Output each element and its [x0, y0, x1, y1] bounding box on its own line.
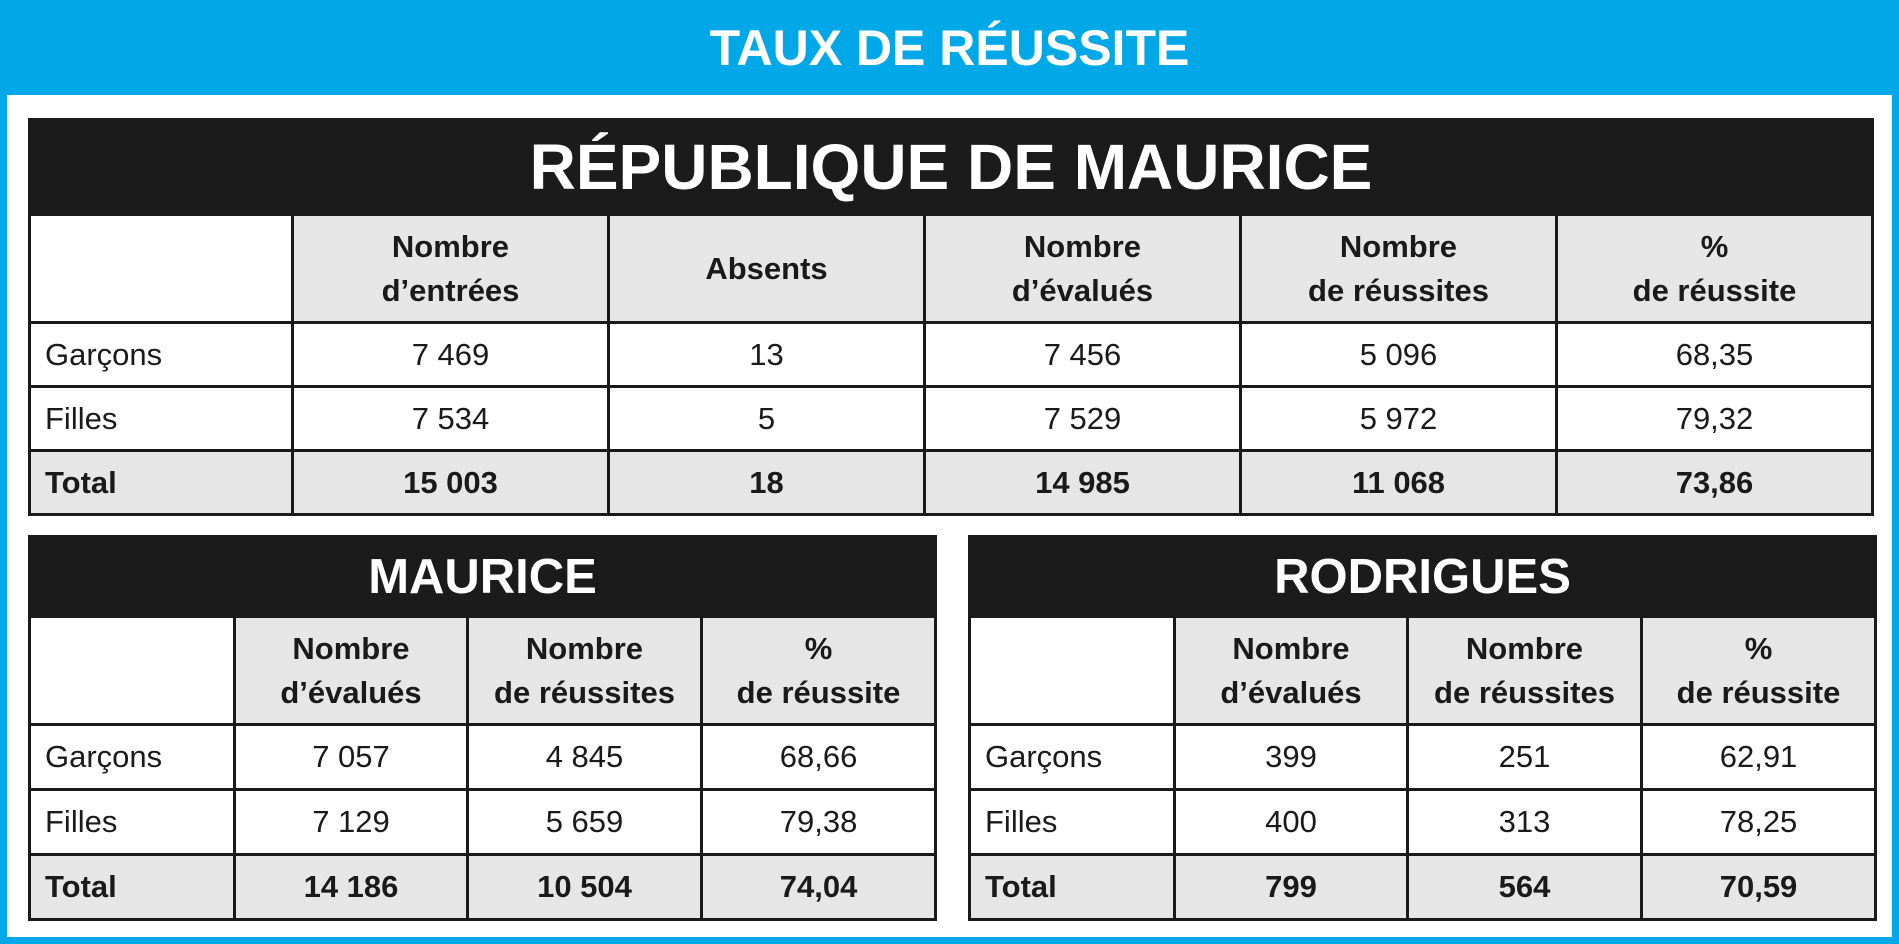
banner-title: TAUX DE RÉUSSITE: [0, 0, 1899, 95]
column-header: Nombre d’entrées: [291, 213, 610, 324]
table-title: RODRIGUES: [967, 535, 1878, 618]
cell: 7 456: [923, 321, 1242, 388]
table-title: RÉPUBLIQUE DE MAURICE: [28, 118, 1874, 216]
cell: 5 972: [1239, 385, 1558, 452]
table-row: Filles 400 313 78,25: [968, 788, 1878, 856]
republique-table: RÉPUBLIQUE DE MAURICE Nombre d’entrées A…: [28, 118, 1874, 516]
header-text: Nombre d’évalués: [1220, 630, 1362, 710]
table-row: Filles 7 129 5 659 79,38: [28, 788, 938, 856]
header-text: % de réussite: [736, 630, 901, 710]
rodrigues-table: RODRIGUES Nombre d’évalués Nombre de réu…: [967, 535, 1878, 921]
cell: 15 003: [291, 449, 610, 516]
cell: 14 985: [923, 449, 1242, 516]
table-row: Garçons 399 251 62,91: [968, 723, 1878, 791]
row-label: Filles: [28, 385, 294, 452]
row-label: Total: [28, 449, 294, 516]
column-header: Nombre de réussites: [1406, 615, 1643, 726]
cell: 78,25: [1639, 788, 1878, 856]
row-label: Filles: [28, 788, 236, 856]
cell: 7 129: [233, 788, 469, 856]
header-text: Nombre de réussites: [494, 630, 675, 710]
cell: 399: [1173, 723, 1409, 791]
corner-cell: [968, 615, 1176, 726]
table-title: MAURICE: [27, 535, 938, 618]
cell: 799: [1173, 853, 1409, 921]
header-text: Nombre de réussites: [1434, 630, 1615, 710]
row-label: Total: [28, 853, 236, 921]
cell: 68,66: [699, 723, 938, 791]
column-header: Nombre d’évalués: [233, 615, 469, 726]
cell: 7 534: [291, 385, 610, 452]
table-row: Garçons 7 057 4 845 68,66: [28, 723, 938, 791]
table-row: Garçons 7 469 13 7 456 5 096 68,35: [28, 321, 1874, 388]
cell: 73,86: [1555, 449, 1874, 516]
header-text: % de réussite: [1632, 228, 1797, 308]
cell: 13: [607, 321, 926, 388]
cell: 70,59: [1639, 853, 1878, 921]
cell: 564: [1406, 853, 1643, 921]
cell: 313: [1406, 788, 1643, 856]
cell: 5: [607, 385, 926, 452]
header-text: Nombre de réussites: [1308, 228, 1489, 308]
column-header: % de réussite: [699, 615, 938, 726]
cell: 68,35: [1555, 321, 1874, 388]
header-text: % de réussite: [1676, 630, 1841, 710]
table-row: Filles 7 534 5 7 529 5 972 79,32: [28, 385, 1874, 452]
cell: 74,04: [699, 853, 938, 921]
column-header: % de réussite: [1555, 213, 1874, 324]
corner-cell: [28, 615, 236, 726]
column-header: Nombre de réussites: [1239, 213, 1558, 324]
cell: 400: [1173, 788, 1409, 856]
cell: 79,32: [1555, 385, 1874, 452]
cell: 7 529: [923, 385, 1242, 452]
cell: 5 659: [466, 788, 703, 856]
cell: 7 469: [291, 321, 610, 388]
column-header: Absents: [607, 213, 926, 324]
header-text: Absents: [705, 250, 828, 286]
cell: 7 057: [233, 723, 469, 791]
cell: 18: [607, 449, 926, 516]
cell: 79,38: [699, 788, 938, 856]
cell: 251: [1406, 723, 1643, 791]
cell: 5 096: [1239, 321, 1558, 388]
column-header: Nombre de réussites: [466, 615, 703, 726]
cell: 14 186: [233, 853, 469, 921]
row-label: Garçons: [968, 723, 1176, 791]
header-text: Nombre d’évalués: [280, 630, 422, 710]
total-row: Total 15 003 18 14 985 11 068 73,86: [28, 449, 1874, 516]
row-label: Garçons: [28, 723, 236, 791]
header-text: Nombre d’entrées: [381, 228, 520, 308]
corner-cell: [28, 213, 294, 324]
maurice-table: MAURICE Nombre d’évalués Nombre de réuss…: [27, 535, 938, 921]
column-header: Nombre d’évalués: [1173, 615, 1409, 726]
total-row: Total 14 186 10 504 74,04: [28, 853, 938, 921]
row-label: Total: [968, 853, 1176, 921]
cell: 10 504: [466, 853, 703, 921]
cell: 62,91: [1639, 723, 1878, 791]
column-header: % de réussite: [1639, 615, 1878, 726]
header-text: Nombre d’évalués: [1011, 228, 1154, 308]
column-header: Nombre d’évalués: [923, 213, 1242, 324]
row-label: Filles: [968, 788, 1176, 856]
total-row: Total 799 564 70,59: [968, 853, 1878, 921]
row-label: Garçons: [28, 321, 294, 388]
cell: 4 845: [466, 723, 703, 791]
cell: 11 068: [1239, 449, 1558, 516]
